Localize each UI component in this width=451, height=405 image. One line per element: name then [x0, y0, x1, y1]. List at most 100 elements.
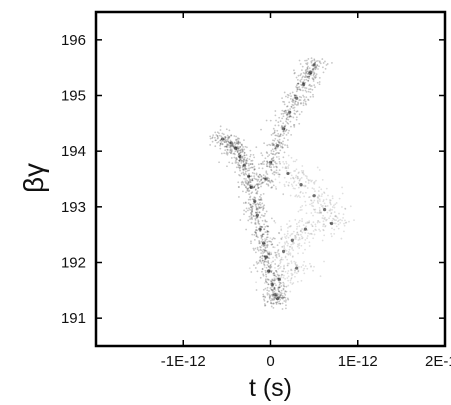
particle — [304, 59, 306, 62]
particle — [269, 299, 272, 302]
particle — [298, 265, 300, 268]
particle — [251, 205, 254, 208]
particle — [260, 178, 263, 181]
particle — [303, 272, 306, 275]
particle — [261, 267, 264, 270]
particle — [316, 81, 319, 84]
particle — [278, 241, 281, 244]
particle — [244, 181, 247, 184]
particle — [285, 95, 287, 98]
particle — [289, 171, 292, 174]
particle — [286, 105, 288, 108]
particle — [247, 181, 250, 183]
particle — [287, 236, 290, 239]
particle — [296, 231, 299, 234]
particle — [273, 251, 276, 254]
particle — [294, 160, 297, 163]
particle — [263, 160, 266, 163]
y-tick-label: 192 — [61, 255, 86, 272]
particle — [214, 139, 217, 142]
particle — [269, 265, 272, 268]
particle — [259, 229, 262, 232]
particle — [267, 225, 270, 228]
particle — [259, 201, 261, 204]
particle — [226, 134, 229, 137]
particle — [248, 183, 250, 186]
particle — [331, 195, 334, 198]
particle — [228, 141, 230, 144]
particle — [250, 240, 252, 243]
particle — [303, 260, 305, 263]
particle — [278, 296, 281, 299]
particle — [239, 219, 242, 221]
particle — [265, 244, 267, 247]
particle — [255, 205, 258, 208]
particle — [322, 206, 324, 209]
particle — [333, 219, 336, 222]
particle — [284, 294, 287, 296]
particle — [268, 252, 270, 255]
particle — [245, 167, 248, 170]
particle — [294, 261, 297, 264]
particle — [272, 295, 274, 298]
particle — [301, 184, 303, 186]
particle — [279, 162, 282, 165]
particle — [272, 139, 274, 142]
particle — [243, 177, 246, 180]
particle — [257, 219, 260, 222]
particle — [305, 212, 308, 215]
particle — [263, 228, 266, 231]
particle — [254, 178, 257, 181]
particle — [261, 167, 264, 170]
particle — [325, 218, 328, 221]
particle — [331, 206, 334, 208]
particle — [294, 176, 297, 179]
particle — [284, 296, 287, 299]
particle — [276, 278, 278, 280]
particle — [297, 104, 299, 106]
particle — [279, 298, 282, 301]
particle — [318, 76, 321, 79]
particle — [239, 149, 242, 152]
particle — [249, 212, 252, 215]
particle — [318, 186, 321, 189]
particle — [270, 157, 273, 160]
data-point — [303, 227, 307, 231]
particle — [294, 170, 297, 172]
particle — [301, 86, 304, 89]
particle — [278, 277, 281, 280]
particle — [271, 238, 274, 241]
particle — [273, 173, 276, 176]
data-point — [281, 249, 286, 253]
particle — [261, 270, 263, 273]
particle — [281, 109, 284, 112]
particle — [257, 207, 260, 210]
particle — [260, 240, 263, 243]
particle — [285, 170, 288, 172]
particle — [259, 259, 262, 261]
particle — [283, 125, 286, 128]
particle — [270, 161, 273, 164]
particle — [260, 193, 262, 196]
particle — [307, 79, 310, 82]
particle — [314, 211, 317, 214]
particle — [261, 154, 264, 157]
particle — [268, 254, 271, 257]
particle — [266, 152, 269, 155]
particle — [272, 285, 275, 288]
particle — [300, 169, 303, 172]
particle — [282, 252, 285, 255]
particle — [287, 164, 290, 167]
particle — [329, 209, 332, 212]
particle — [256, 180, 259, 182]
particle — [250, 221, 253, 224]
particle — [285, 128, 288, 131]
particle — [293, 125, 296, 128]
particle — [311, 77, 314, 80]
particle — [257, 187, 259, 190]
particle — [291, 100, 294, 103]
particle — [237, 143, 240, 145]
particle — [266, 243, 269, 246]
particle — [267, 262, 270, 265]
particle — [269, 282, 272, 285]
